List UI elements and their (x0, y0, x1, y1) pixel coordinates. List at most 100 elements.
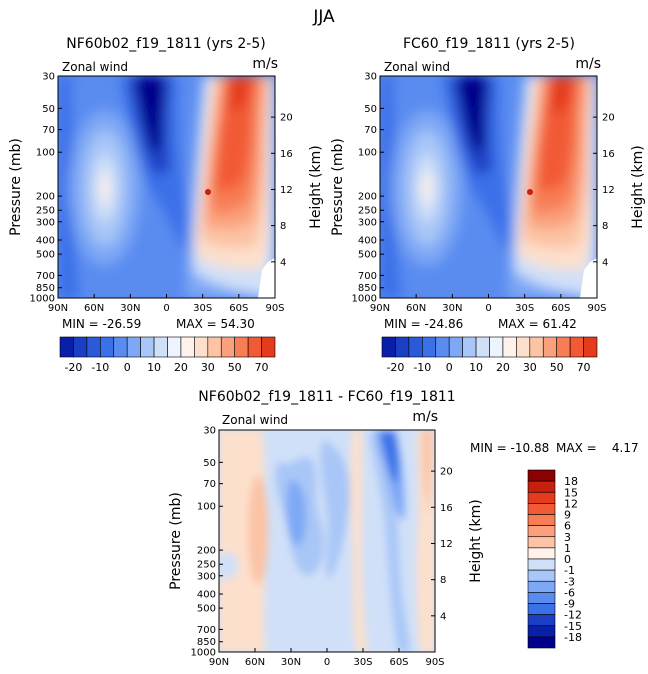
y2-tick-label: 16 (602, 149, 615, 160)
y2-tick-label: 8 (280, 221, 286, 232)
y2-tick-label: 20 (440, 467, 453, 478)
y-tick-label: 400 (358, 235, 377, 246)
y-tick-label: 500 (197, 604, 216, 615)
y-tick-label: 70 (203, 479, 216, 490)
colorbar-label: 20 (174, 361, 188, 374)
colorbar-label: -15 (564, 620, 582, 633)
x-tick-label: 60N (245, 657, 265, 668)
y2-axis-label: Height (km) (468, 499, 484, 582)
y-tick-label: 30 (364, 72, 377, 83)
colorbar-label: -18 (564, 631, 582, 644)
min-label: MIN = -24.86 (384, 317, 463, 331)
colorbar-swatch (86, 336, 101, 358)
variable-label: Zonal wind (384, 60, 450, 74)
y2-tick-label: 12 (440, 539, 453, 550)
variable-label: Zonal wind (62, 60, 128, 74)
y-axis-label: Pressure (mb) (330, 138, 346, 236)
units-label: m/s (252, 56, 278, 72)
x-tick-label: 30S (515, 303, 534, 314)
y-axis-label: Pressure (mb) (8, 138, 24, 236)
max-label: MAX = 61.42 (498, 317, 577, 331)
y-tick-label: 500 (36, 250, 55, 261)
contour-field (58, 76, 275, 298)
colorbar-swatch (527, 592, 556, 604)
units-label: m/s (575, 56, 601, 72)
y-tick-label: 300 (358, 217, 377, 228)
colorbar-label: 50 (550, 361, 564, 374)
max-label: MAX = 54.30 (176, 317, 255, 331)
colorbar-label: 10 (469, 361, 483, 374)
x-tick-label: 0 (324, 657, 330, 668)
colorbar-swatch (527, 614, 556, 627)
colorbar-label: -9 (564, 598, 575, 611)
y2-tick-label: 8 (602, 221, 608, 232)
colorbar-swatch (395, 336, 410, 358)
colorbar-swatch (73, 336, 88, 358)
x-tick-label: 30N (120, 303, 140, 314)
colorbar-swatch (59, 336, 74, 358)
colorbar-swatch (527, 491, 556, 504)
colorbar-swatch (527, 580, 556, 593)
colorbar-swatch (527, 569, 556, 582)
x-tick-label: 60S (551, 303, 570, 314)
x-tick-label: 60S (229, 303, 248, 314)
y-tick-label: 700 (358, 271, 377, 282)
colorbar-swatch (527, 503, 556, 515)
y-tick-label: 50 (203, 458, 216, 469)
y-tick-label: 70 (42, 125, 55, 136)
variable-label: Zonal wind (222, 413, 288, 427)
colorbar-swatch (462, 336, 477, 358)
y2-tick-label: 20 (280, 113, 293, 124)
colorbar-swatch (542, 336, 557, 358)
y2-tick-label: 20 (602, 113, 615, 124)
colorbar-label: -20 (64, 361, 82, 374)
colorbar-label: 70 (577, 361, 591, 374)
colorbar-swatch (529, 336, 544, 358)
panel-fc60: FC60_f19_1811 (yrs 2-5) Zonal wind m/s (330, 36, 646, 331)
colorbar-label: 0 (124, 361, 131, 374)
colorbar-swatch (167, 336, 182, 358)
x-tick-label: 60N (406, 303, 426, 314)
min-label: MIN = -26.59 (62, 317, 141, 331)
max-label: MAX = 4.17 (556, 441, 639, 455)
y-tick-label: 850 (197, 637, 216, 648)
x-tick-label: 90N (370, 303, 390, 314)
colorbar-swatch (153, 336, 168, 358)
colorbar-label: -10 (91, 361, 109, 374)
colorbar-label: 70 (255, 361, 269, 374)
colorbar-label: -10 (413, 361, 431, 374)
y-tick-label: 100 (358, 148, 377, 159)
panel-nf60: NF60b02_f19_1811 (yrs 2-5) Zonal wind m/… (8, 36, 324, 331)
y-tick-label: 100 (197, 502, 216, 513)
page-title: JJA (312, 7, 335, 27)
colorbar-label: 12 (564, 497, 578, 510)
y-tick-label: 400 (36, 235, 55, 246)
colorbar-label: 10 (147, 361, 161, 374)
x-tick-label: 90N (48, 303, 68, 314)
y-tick-label: 400 (197, 589, 216, 600)
colorbar-swatch (527, 469, 556, 482)
colorbar-swatch (247, 336, 262, 358)
colorbar-swatch (527, 558, 556, 571)
y-tick-label: 30 (42, 72, 55, 83)
y-tick-label: 50 (364, 104, 377, 115)
y-tick-label: 300 (36, 217, 55, 228)
colorbar-swatch (220, 336, 235, 358)
colorbar-swatch (489, 336, 504, 358)
y-tick-label: 700 (197, 625, 216, 636)
colorbar-label: -12 (564, 609, 582, 622)
y2-tick-label: 12 (280, 185, 293, 196)
colorbar-swatch (516, 336, 531, 358)
colorbar-right: -20 -10 0 10 20 30 50 70 (381, 336, 598, 374)
colorbar-label: 3 (564, 531, 571, 544)
colorbar-label: -3 (564, 575, 575, 588)
colorbar-swatch (435, 336, 450, 358)
x-tick-label: 90N (209, 657, 229, 668)
y-tick-label: 700 (36, 271, 55, 282)
colorbar-label: 0 (446, 361, 453, 374)
y-tick-label: 100 (36, 148, 55, 159)
y2-axis-label: Height (km) (630, 145, 646, 228)
y2-tick-label: 4 (280, 257, 286, 268)
